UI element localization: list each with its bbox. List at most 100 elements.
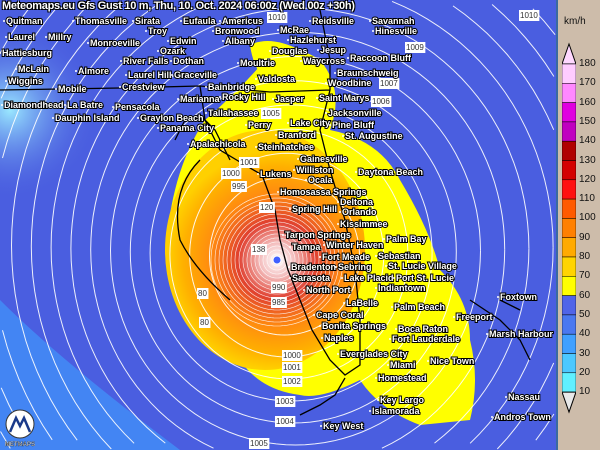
isobar-ring [238,221,316,299]
city-labels: Quitman Thomasville Sirata Eufaula Americus M… [0,15,555,432]
city-dot [64,104,66,106]
city-label: Jacksonville [328,108,382,118]
isobar-label-bg [261,108,282,119]
isobar-contours [0,0,556,450]
city-dot [319,256,321,258]
legend-swatch [562,179,576,200]
legend-tick: 40 [579,328,591,340]
city-dot [300,60,302,62]
isobar-label-bg [405,42,426,53]
city-dot [75,70,77,72]
city-dot [383,238,385,240]
city-label: Hazlehurst [290,35,336,45]
city-dot [277,191,279,193]
city-dot [245,124,247,126]
city-dot [132,20,134,22]
city-label: Bradenton [291,262,336,272]
isobar-label-bg [221,168,242,179]
legend-swatch [562,276,576,296]
city-label: Braunschweig [337,68,399,78]
city-label: Fort Meade [322,252,370,262]
isobar-label: 1010 [268,13,286,22]
city-label: Nassau [508,392,540,402]
city-label: Laurel Hill [128,70,172,80]
city-label: Lake City [290,118,330,128]
city-dot [297,158,299,160]
city-dot [272,98,274,100]
isobar-label: 1000 [283,351,301,360]
storm-eye [272,255,282,265]
coastline [0,9,531,416]
city-label: Spring Hill [292,204,337,214]
city-label: Ocala [308,175,334,185]
city-dot [205,86,207,88]
isobar-ring [90,31,506,449]
isobar-ring [70,7,530,444]
legend-tick: 140 [579,135,596,147]
city-label: Deltona [340,197,374,207]
isobar-label-bg [282,350,303,361]
city-label: Almore [78,66,109,76]
isobar-label: 1002 [283,377,301,386]
city-dot [486,333,488,335]
legend-tick: 110 [579,193,595,205]
city-label: McRae [280,25,309,35]
city-label: Bonita Springs [322,321,386,331]
city-label: Graceville [174,70,217,80]
city-label: Port St. Lucie [396,273,454,283]
city-label: Perry [248,120,271,130]
city-label: Sirata [135,16,161,26]
city-label: Fort Lauderdale [392,334,460,344]
isobar-ring [2,330,53,441]
isobar-ring [0,3,34,53]
city-label: Hinesville [375,26,417,36]
city-label: Eufaula [183,16,217,26]
legend-swatch [562,295,576,316]
gust-map[interactable]: 1010 101010091007100610051001100099599098… [0,0,556,450]
isobar-ring [535,413,555,441]
city-label: Sarasota [292,273,331,283]
city-label: Graylon Beach [140,113,204,123]
gust-zone-northeast [250,41,303,90]
isobar-label: 1010 [520,11,538,20]
isobar-label-bg [249,438,270,449]
city-label: North Port [306,285,351,295]
isobar-ring [250,233,304,287]
city-dot [313,314,315,316]
city-label: Bainbridge [208,82,255,92]
city-dot [205,112,207,114]
isobar-ring [381,249,506,449]
city-dot [341,277,343,279]
city-label: Gainesville [300,154,348,164]
city-dot [375,287,377,289]
city-label: Moultrie [240,58,275,68]
legend-tick: 170 [579,77,596,89]
city-label: Cape Coral [316,310,364,320]
legend-swatch [562,218,576,238]
city-dot [277,29,279,31]
city-dot [334,72,336,74]
city-label: Wiggins [8,76,43,86]
wind-label-bg [251,244,267,255]
city-label: Rocky Hill [222,92,266,102]
isobar-ring [434,248,530,444]
city-dot [269,50,271,52]
city-label: Kissimmee [340,219,388,229]
map-title: Meteomaps.eu Gfs Gust 10 m, Thu, 10. Oct… [2,0,355,12]
city-label: Dauphin Island [55,113,120,123]
city-dot [329,124,331,126]
city-dot [255,146,257,148]
city-dot [337,223,339,225]
city-label: Pensacola [115,102,161,112]
isobar-label-bg [275,396,296,407]
isobar-label-bg [379,78,400,89]
isobar-ring [0,4,60,99]
city-dot [15,68,17,70]
city-label: Steinhatchee [258,142,314,152]
city-dot [375,255,377,257]
isobar-label: 1001 [240,158,258,167]
svg-text:METMAPS: METMAPS [5,442,35,448]
city-label: Jasper [275,94,305,104]
legend-tick: 160 [579,96,596,108]
city-label: Bronwood [215,26,260,36]
